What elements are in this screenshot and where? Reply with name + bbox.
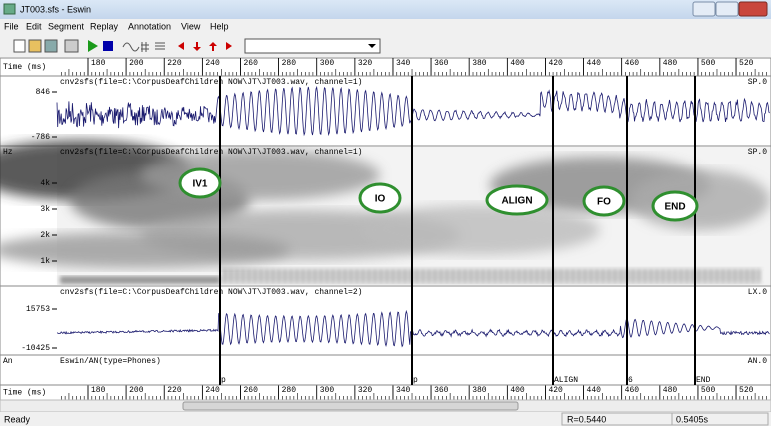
circled-label: FO	[597, 197, 611, 208]
circled-label: END	[664, 202, 685, 213]
scroll-thumb[interactable]	[183, 402, 518, 410]
new-button[interactable]	[14, 40, 25, 52]
annotation-label: p	[221, 376, 226, 385]
print-button[interactable]	[65, 40, 78, 52]
spectral-energy	[140, 150, 380, 200]
scale-label: 4k	[40, 179, 50, 188]
window-title: JT003.sfs - Eswin	[20, 4, 91, 14]
scale-label: 2k	[40, 231, 50, 240]
ruler-tick-label: 500	[701, 386, 716, 395]
ruler-tick-label: 440	[587, 386, 602, 395]
spectral-energy	[360, 205, 600, 255]
ruler-tick-label: 320	[358, 59, 373, 68]
maximize-button[interactable]	[716, 2, 738, 16]
app-icon	[4, 4, 15, 14]
ruler-tick-label: 420	[548, 59, 563, 68]
ruler-tick-label: 360	[434, 386, 449, 395]
scale-label: 15753	[26, 305, 50, 314]
ruler-tick-label: 400	[510, 386, 525, 395]
minimize-button[interactable]	[693, 2, 715, 16]
menu-item[interactable]: Replay	[90, 21, 119, 31]
ruler-tick-label: 380	[472, 59, 487, 68]
ruler-tick-label: 260	[243, 59, 258, 68]
stop-button[interactable]	[103, 41, 113, 51]
ruler-tick-label: 520	[739, 386, 754, 395]
ruler-tick-label: 220	[167, 59, 182, 68]
panel-tag: AN.0	[748, 357, 767, 366]
page: {"window": {"title": "JT003.sfs - Eswin"…	[0, 0, 771, 426]
ruler-label: Time (ms)	[3, 63, 46, 72]
circled-label: ALIGN	[501, 196, 532, 207]
toolbar	[0, 34, 771, 57]
spectral-energy	[630, 170, 770, 230]
menu-item[interactable]: Edit	[26, 21, 42, 31]
low-frequency-band	[220, 268, 760, 283]
ruler-tick-label: 300	[320, 386, 335, 395]
ruler-tick-label: 200	[129, 59, 144, 68]
ruler-tick-label: 180	[91, 386, 106, 395]
panel-header: Eswin/AN(type=Phones)	[60, 357, 161, 366]
ruler-tick-label: 260	[243, 386, 258, 395]
panel-header: cnv2sfs(file=C:\CorpusDeafChildren NOW\J…	[60, 148, 362, 157]
status-cursor: R=0.5440	[567, 414, 606, 424]
ruler-tick-label: 500	[701, 59, 716, 68]
scale-label: 3k	[40, 205, 50, 214]
ruler-tick-label: 340	[396, 386, 411, 395]
panel-tag: SP.0	[748, 148, 767, 157]
ruler-tick-label: 180	[91, 59, 106, 68]
annotation-label: END	[696, 376, 711, 385]
status-time: 0.5405s	[676, 414, 709, 424]
panel-unit: Hz	[3, 148, 13, 157]
open-button[interactable]	[29, 40, 41, 52]
ruler-tick-label: 460	[625, 386, 640, 395]
circled-label: IO	[375, 194, 386, 205]
annotation-label: 6	[628, 376, 633, 385]
close-button[interactable]	[739, 2, 767, 16]
scale-label: -10425	[21, 344, 50, 353]
panel-unit: An	[3, 357, 13, 366]
ruler-tick-label: 380	[472, 386, 487, 395]
ruler-tick-label: 300	[320, 59, 335, 68]
circled-label: IV1	[192, 179, 207, 190]
menu-item[interactable]: View	[181, 21, 201, 31]
ruler-tick-label: 320	[358, 386, 373, 395]
low-frequency-band	[60, 276, 220, 284]
ruler-tick-label: 340	[396, 59, 411, 68]
status-bar	[0, 412, 771, 426]
panel-header: cnv2sfs(file=C:\CorpusDeafChildren NOW\J…	[60, 78, 362, 87]
annotation-label: p	[413, 376, 418, 385]
scale-label: 1k	[40, 257, 50, 266]
title-bar	[0, 0, 771, 19]
ruler-tick-label: 420	[548, 386, 563, 395]
scale-label: 846	[36, 88, 51, 97]
ruler-tick-label: 400	[510, 59, 525, 68]
save-button[interactable]	[45, 40, 57, 52]
scale-label: -786	[31, 133, 50, 142]
ruler-tick-label: 280	[282, 59, 297, 68]
ruler-tick-label: 480	[663, 386, 678, 395]
annotation-label: ALIGN	[554, 376, 578, 385]
ruler-tick-label: 240	[205, 386, 220, 395]
ruler-tick-label: 220	[167, 386, 182, 395]
status-text: Ready	[4, 414, 31, 424]
selection-combobox[interactable]	[245, 39, 380, 53]
menu-item[interactable]: Segment	[48, 21, 85, 31]
panel-header: cnv2sfs(file=C:\CorpusDeafChildren NOW\J…	[60, 288, 362, 297]
ruler-tick-label: 480	[663, 59, 678, 68]
ruler-tick-label: 440	[587, 59, 602, 68]
panel-tag: SP.0	[748, 78, 767, 87]
ruler-tick-label: 240	[205, 59, 220, 68]
ruler-label: Time (ms)	[3, 389, 46, 398]
ruler-tick-label: 280	[282, 386, 297, 395]
panel-tag: LX.0	[748, 288, 767, 297]
ruler-tick-label: 460	[625, 59, 640, 68]
menu-item[interactable]: File	[4, 21, 19, 31]
ruler-tick-label: 200	[129, 386, 144, 395]
menu-item[interactable]: Annotation	[128, 21, 171, 31]
ruler-tick-label: 520	[739, 59, 754, 68]
ruler-tick-label: 360	[434, 59, 449, 68]
eswin-window: JT003.sfs - Eswin File Edit Segment Replay A…	[0, 0, 771, 426]
menu-item[interactable]: Help	[210, 21, 229, 31]
